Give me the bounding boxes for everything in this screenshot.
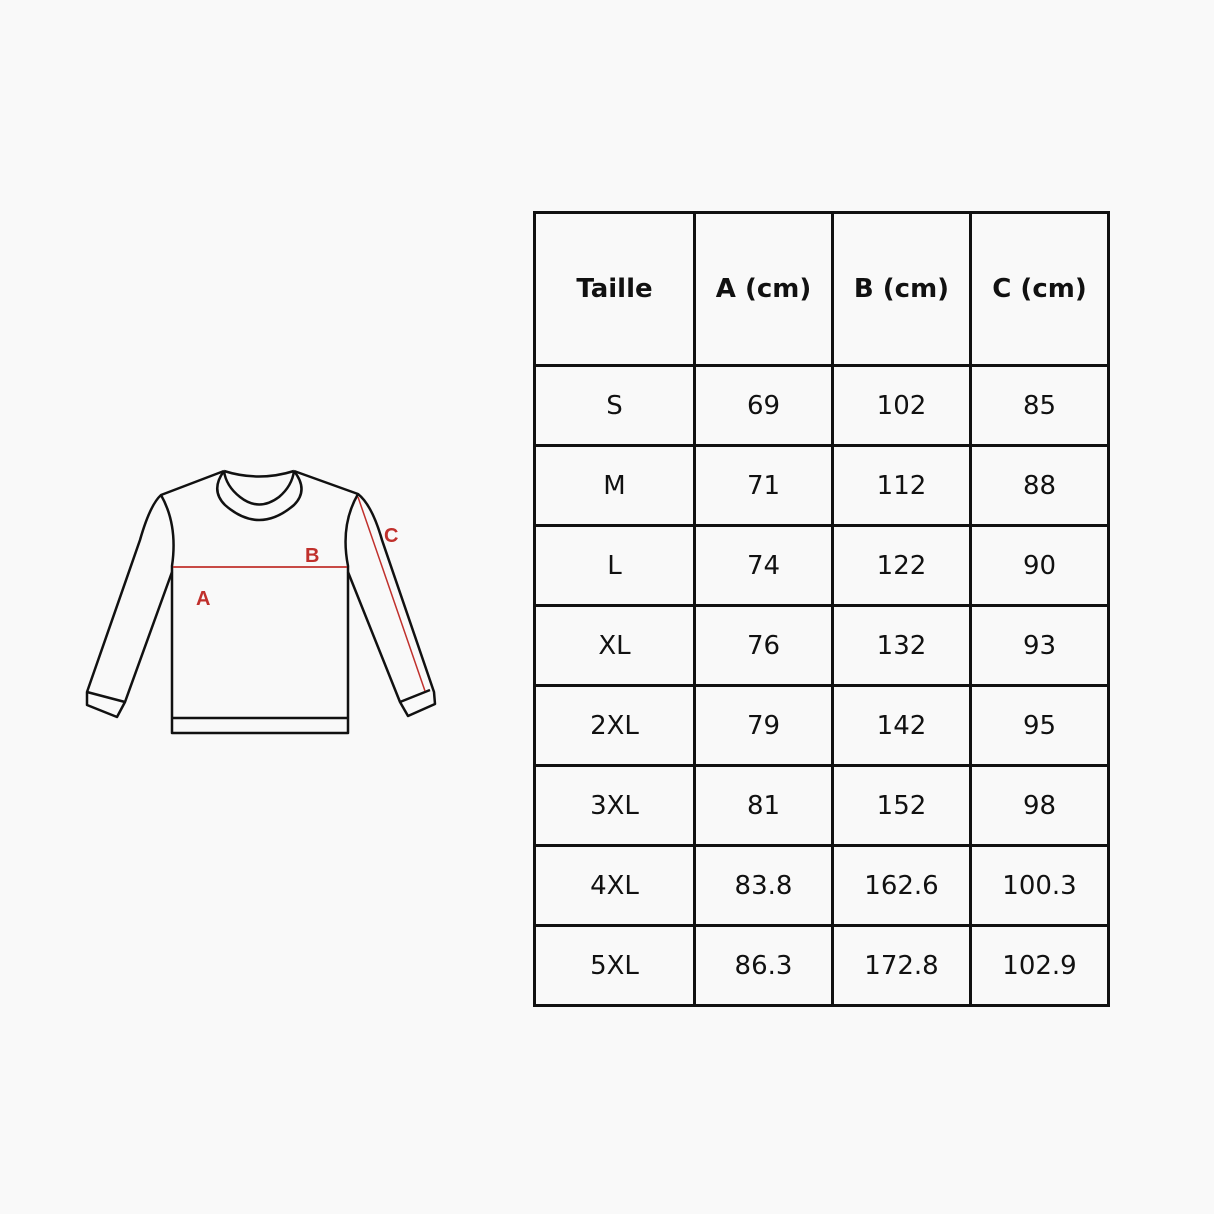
table-row: 4XL 83.8 162.6 100.3 xyxy=(533,844,1110,927)
cell-b: 152 xyxy=(831,764,972,847)
cell-size: S xyxy=(533,364,696,447)
cell-size: 2XL xyxy=(533,684,696,767)
measure-line-c xyxy=(357,496,426,692)
cell-a: 74 xyxy=(693,524,834,607)
cell-a: 69 xyxy=(693,364,834,447)
table-row: 2XL 79 142 95 xyxy=(533,684,1110,767)
table-row: L 74 122 90 xyxy=(533,524,1110,607)
table-row: 3XL 81 152 98 xyxy=(533,764,1110,847)
cell-size: XL xyxy=(533,604,696,687)
sweater-outline xyxy=(85,469,437,735)
table-row: M 71 112 88 xyxy=(533,444,1110,527)
cell-a: 86.3 xyxy=(693,924,834,1007)
label-c: C xyxy=(384,525,398,547)
cell-size: L xyxy=(533,524,696,607)
header-b: B (cm) xyxy=(831,211,972,367)
cell-size: 3XL xyxy=(533,764,696,847)
cell-a: 76 xyxy=(693,604,834,687)
cell-c: 98 xyxy=(969,764,1110,847)
cell-a: 81 xyxy=(693,764,834,847)
cell-c: 90 xyxy=(969,524,1110,607)
cell-a: 79 xyxy=(693,684,834,767)
label-b: B xyxy=(305,545,319,567)
table-row: XL 76 132 93 xyxy=(533,604,1110,687)
cell-b: 172.8 xyxy=(831,924,972,1007)
cell-b: 122 xyxy=(831,524,972,607)
header-size: Taille xyxy=(533,211,696,367)
header-c: C (cm) xyxy=(969,211,1110,367)
cell-b: 142 xyxy=(831,684,972,767)
cell-c: 102.9 xyxy=(969,924,1110,1007)
cell-size: 5XL xyxy=(533,924,696,1007)
cell-c: 100.3 xyxy=(969,844,1110,927)
header-a: A (cm) xyxy=(693,211,834,367)
cell-c: 95 xyxy=(969,684,1110,767)
label-a: A xyxy=(196,588,210,610)
cell-b: 132 xyxy=(831,604,972,687)
cell-size: M xyxy=(533,444,696,527)
table-row: 5XL 86.3 172.8 102.9 xyxy=(533,924,1110,1007)
cell-b: 162.6 xyxy=(831,844,972,927)
cell-b: 112 xyxy=(831,444,972,527)
size-table: Taille A (cm) B (cm) C (cm) S 69 102 85 M 71 1… xyxy=(533,211,1110,1007)
table-header-row: Taille A (cm) B (cm) C (cm) xyxy=(533,211,1110,367)
cell-c: 88 xyxy=(969,444,1110,527)
cell-size: 4XL xyxy=(533,844,696,927)
table-row: S 69 102 85 xyxy=(533,364,1110,447)
cell-c: 93 xyxy=(969,604,1110,687)
cell-c: 85 xyxy=(969,364,1110,447)
cell-a: 83.8 xyxy=(693,844,834,927)
cell-b: 102 xyxy=(831,364,972,447)
cell-a: 71 xyxy=(693,444,834,527)
